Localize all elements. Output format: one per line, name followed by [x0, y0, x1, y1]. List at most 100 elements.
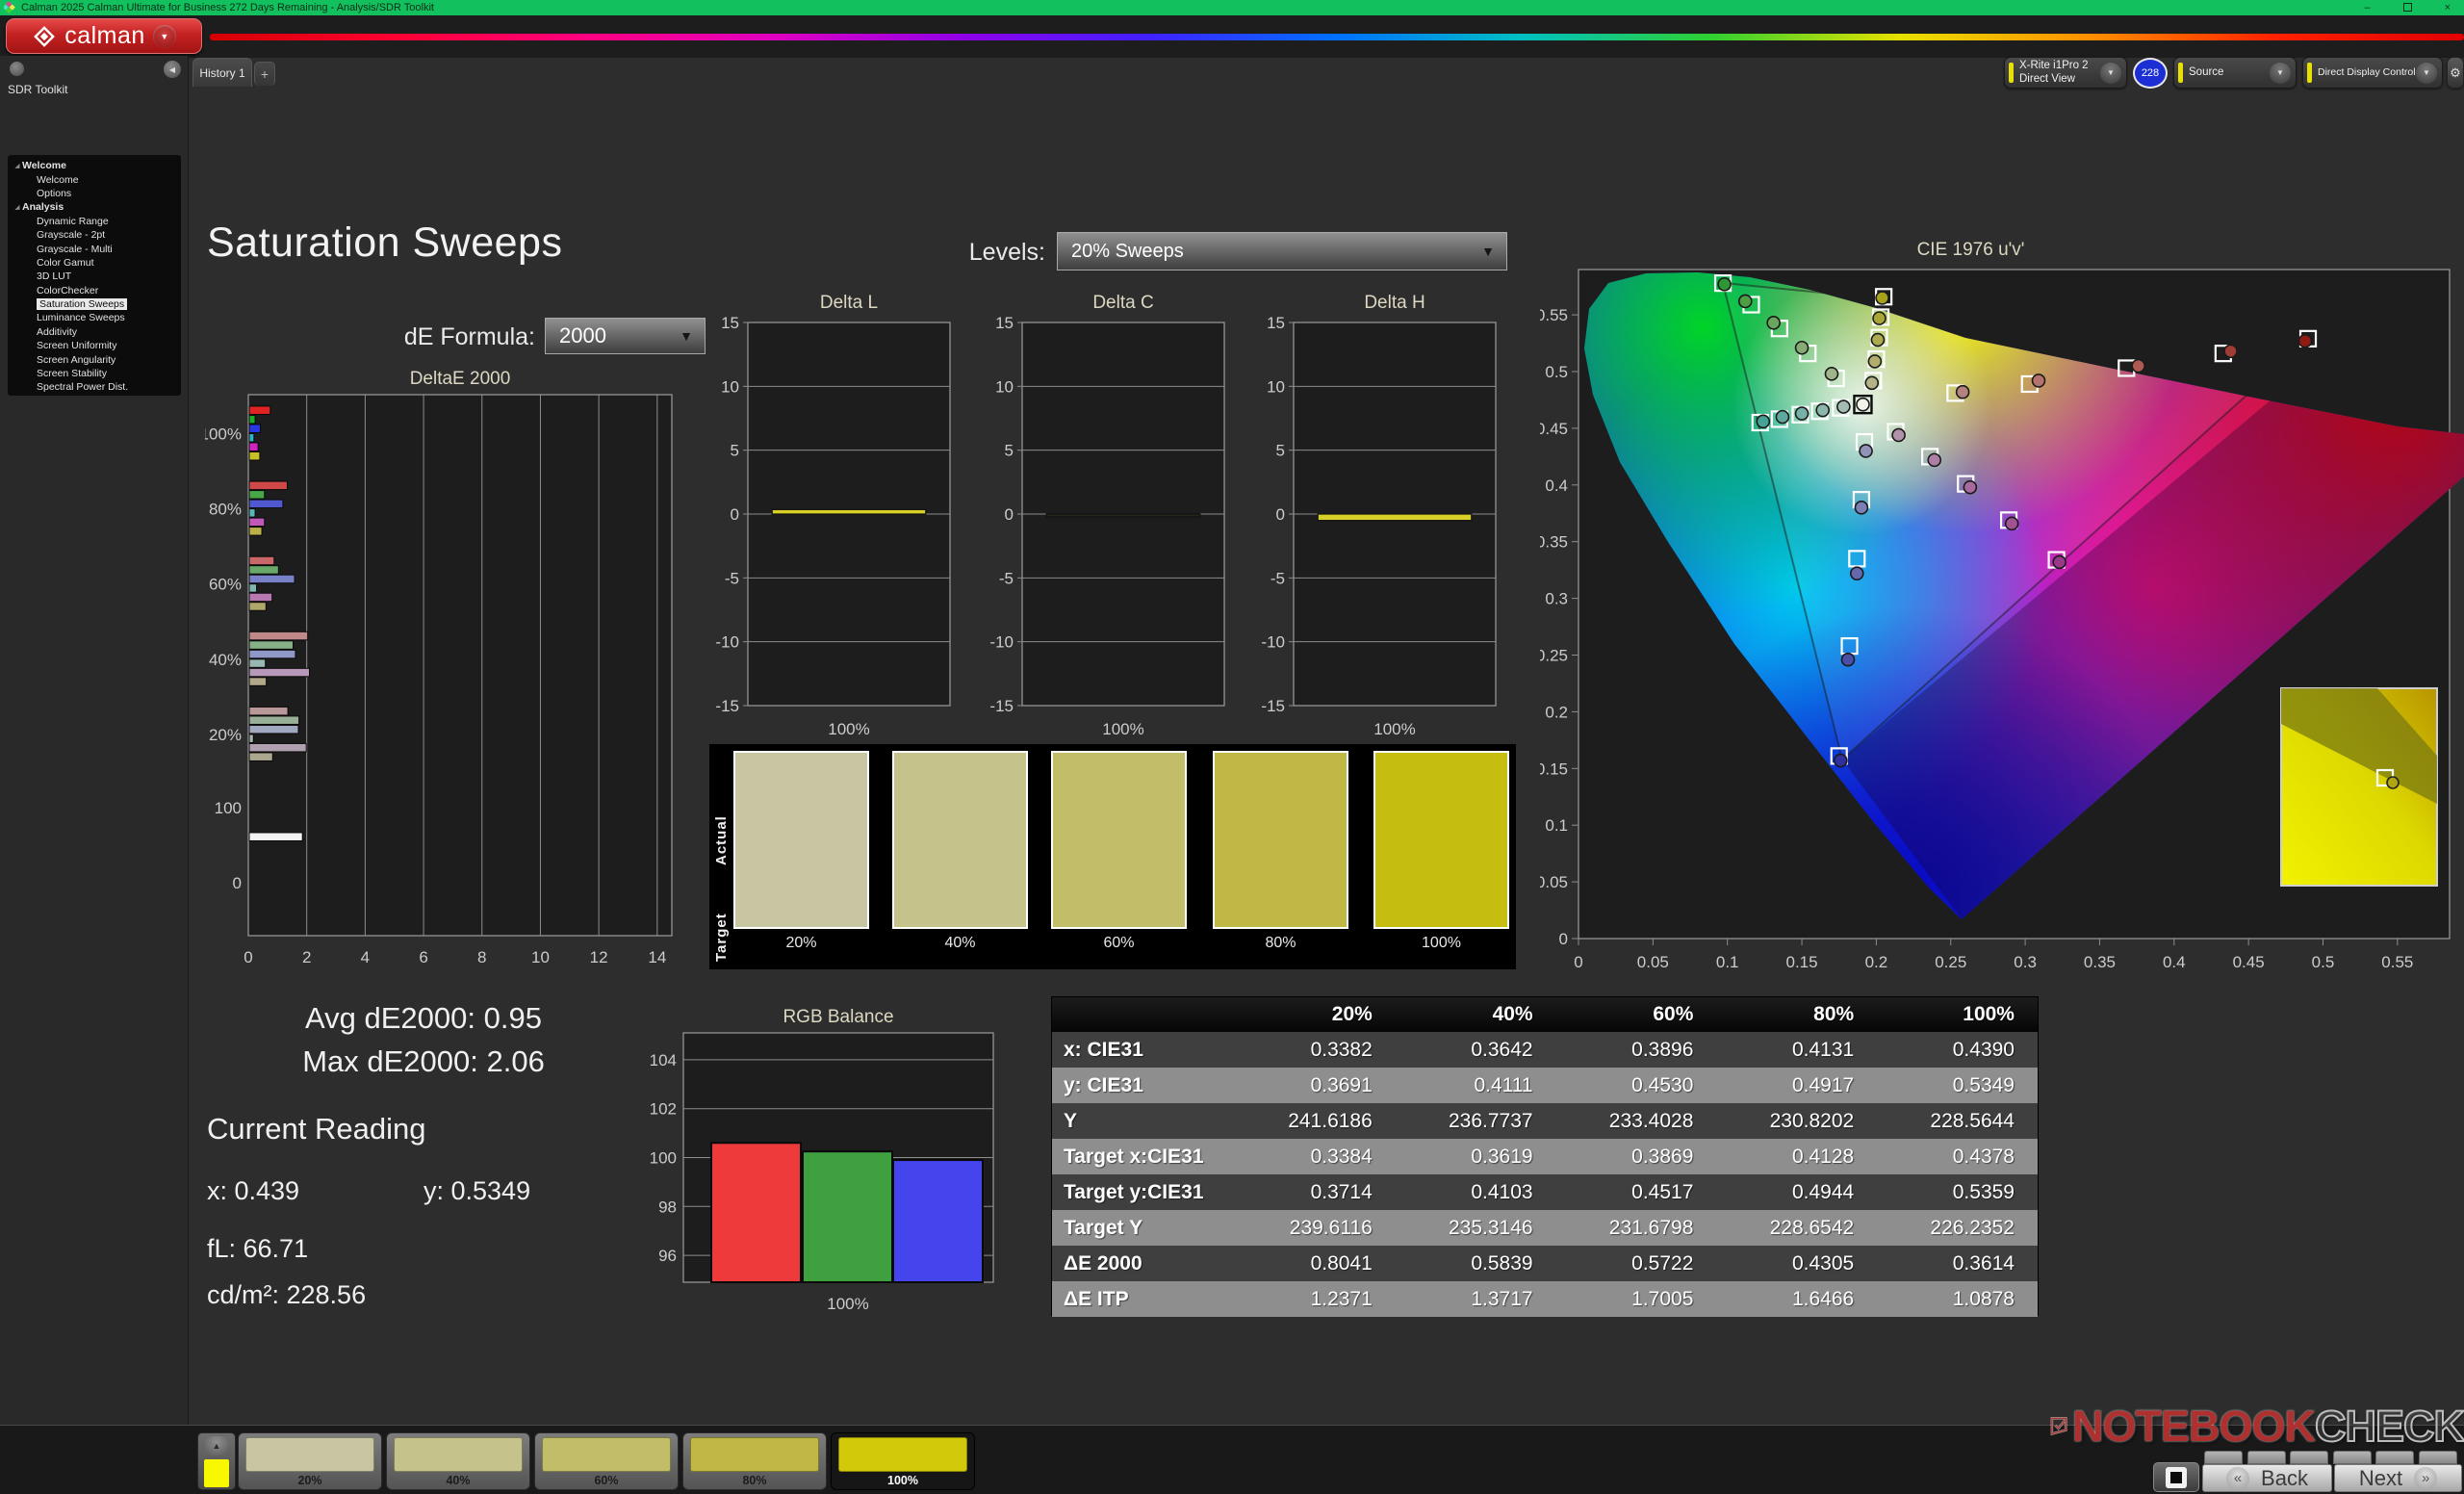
- gear-icon[interactable]: ⚙: [2447, 57, 2464, 89]
- table-row: Target y:CIE31 0.3714 0.4103 0.4517 0.4944 0.…: [1052, 1174, 2038, 1210]
- sidebar-item-colorchecker[interactable]: ColorChecker: [8, 284, 181, 297]
- row-label: ΔE 2000: [1064, 1251, 1142, 1275]
- transport-button[interactable]: [2246, 1451, 2286, 1464]
- de-formula-label: dE Formula:: [403, 323, 535, 350]
- chevron-down-icon: ▼: [680, 328, 693, 344]
- svg-text:0.5: 0.5: [1545, 363, 1568, 381]
- cie-1976-svg: CIE 1976 u'v' 0 0.05 0.1 0.15 0.2 0.25 0.3 0.35 0…: [1536, 240, 2464, 971]
- sidebar-collapse-icon[interactable]: ◀: [164, 61, 181, 78]
- svg-text:100%: 100%: [205, 425, 242, 443]
- display-control-dropdown[interactable]: Direct Display Control ▼: [2302, 57, 2443, 89]
- sidebar-item-additivity[interactable]: Additivity: [8, 325, 181, 339]
- sidebar-item-dynamic-range[interactable]: Dynamic Range: [8, 215, 181, 228]
- sidebar-item-analysis[interactable]: ◢ Analysis: [8, 200, 181, 214]
- sidebar-item-welcome[interactable]: Welcome: [8, 172, 181, 186]
- sidebar-item-label: Dynamic Range: [37, 215, 109, 227]
- svg-text:0.35: 0.35: [1540, 533, 1568, 552]
- source-accent: [2178, 62, 2183, 84]
- table-row: x: CIE31 0.3382 0.3642 0.3896 0.4131 0.4390: [1052, 1032, 2038, 1068]
- de-formula-dropdown[interactable]: 2000 ▼: [545, 318, 706, 354]
- svg-text:0: 0: [1574, 953, 1582, 971]
- table-value: 228.5644: [1930, 1109, 2015, 1132]
- add-tab-button[interactable]: +: [254, 62, 275, 86]
- measured-yellow: [1867, 354, 1883, 369]
- thumbnail-80%[interactable]: 80%: [682, 1432, 827, 1490]
- svg-text:0.4: 0.4: [1545, 477, 1568, 495]
- back-button[interactable]: « Back: [2202, 1464, 2332, 1492]
- scroll-up-icon[interactable]: ▲: [203, 1436, 230, 1455]
- sidebar: ◀ SDR Toolkit ◢ Welcome Welcome Options ◢ Ana…: [0, 56, 189, 1425]
- rgb-balance-chart: RGB Balance 104 102 100 98 96 100%: [635, 1006, 1040, 1328]
- sidebar-item-saturation-sweeps[interactable]: Saturation Sweeps: [8, 297, 181, 311]
- thumbnail-40%[interactable]: 40%: [386, 1432, 530, 1490]
- transport-button[interactable]: [2375, 1451, 2414, 1464]
- chevron-down-icon[interactable]: ▼: [2100, 62, 2121, 84]
- svg-text:0: 0: [233, 874, 242, 892]
- sidebar-item-screen-stability[interactable]: Screen Stability: [8, 367, 181, 380]
- thumbnail-scroll-tile[interactable]: ▲: [197, 1432, 236, 1490]
- delta-c-svg: Delta C 15 10 5 0 -5 -10 -15 100%: [989, 293, 1225, 738]
- transport-button[interactable]: [2332, 1451, 2372, 1464]
- thumbnail-20%[interactable]: 20%: [238, 1432, 382, 1490]
- transport-button[interactable]: [2418, 1451, 2457, 1464]
- chevron-down-icon[interactable]: ▼: [2416, 62, 2437, 84]
- back-arrow-icon: «: [2226, 1466, 2250, 1490]
- tab-history-label: History 1: [199, 65, 245, 80]
- table-value: 1.0878: [1952, 1287, 2015, 1310]
- sidebar-item-welcome[interactable]: ◢ Welcome: [8, 159, 181, 172]
- svg-text:-5: -5: [1270, 569, 1285, 587]
- levels-dropdown[interactable]: 20% Sweeps ▼: [1057, 232, 1507, 270]
- svg-text:96: 96: [658, 1247, 677, 1265]
- reading-x: x: 0.439: [207, 1176, 300, 1205]
- sidebar-item-screen-uniformity[interactable]: Screen Uniformity: [8, 339, 181, 352]
- chevron-down-icon[interactable]: ▼: [2270, 62, 2291, 84]
- table-value: 0.3619: [1471, 1145, 1533, 1168]
- svg-text:40%: 40%: [209, 651, 242, 669]
- svg-text:102: 102: [650, 1100, 677, 1119]
- transport-button[interactable]: [2204, 1451, 2243, 1464]
- sidebar-item-luminance-sweeps[interactable]: Luminance Sweeps: [8, 311, 181, 324]
- close-icon[interactable]: ×: [2444, 2, 2451, 13]
- sidebar-item-grayscale-2pt[interactable]: Grayscale - 2pt: [8, 228, 181, 242]
- sidebar-item-grayscale-multi[interactable]: Grayscale - Multi: [8, 242, 181, 255]
- tab-history-1[interactable]: History 1: [192, 58, 252, 87]
- measured-red: [2297, 333, 2313, 348]
- table-value: 235.3146: [1449, 1216, 1533, 1239]
- measured-yellow: [1872, 311, 1886, 325]
- meter-accent: [2009, 62, 2014, 84]
- sidebar-item-color-gamut[interactable]: Color Gamut: [8, 256, 181, 270]
- sidebar-pin-icon[interactable]: [10, 62, 24, 76]
- row-label: Target x:CIE31: [1064, 1145, 1204, 1168]
- logo-dropdown-arrow[interactable]: ▼: [152, 24, 176, 48]
- calman-app-icon: [4, 2, 15, 13]
- restore-icon[interactable]: [2402, 3, 2412, 12]
- meter-dropdown[interactable]: X-Rite i1Pro 2 Direct View ▼: [2004, 57, 2127, 89]
- table-value: 0.4131: [1791, 1038, 1855, 1061]
- tree-expand-icon[interactable]: ◢: [14, 163, 20, 169]
- next-button[interactable]: Next »: [2334, 1464, 2462, 1492]
- calman-menu-button[interactable]: calman ▼: [6, 18, 202, 54]
- sidebar-item-3d-lut[interactable]: 3D LUT: [8, 270, 181, 283]
- swatch-label-80%: 80%: [1265, 935, 1296, 951]
- sidebar-item-screen-angularity[interactable]: Screen Angularity: [8, 352, 181, 366]
- sidebar-item-spectral-power-dist-[interactable]: Spectral Power Dist.: [8, 380, 181, 394]
- table-value: 0.8041: [1310, 1251, 1373, 1275]
- thumbnail-60%[interactable]: 60%: [534, 1432, 679, 1490]
- stop-button[interactable]: [2153, 1462, 2199, 1492]
- table-value: 231.6798: [1608, 1216, 1694, 1239]
- sidebar-item-options[interactable]: Options: [8, 187, 181, 200]
- svg-text:15: 15: [1267, 314, 1285, 332]
- svg-text:5: 5: [1276, 442, 1285, 460]
- svg-text:0.55: 0.55: [1540, 306, 1568, 324]
- minimize-icon[interactable]: –: [2364, 2, 2371, 13]
- tree-expand-icon[interactable]: ◢: [14, 204, 20, 211]
- source-dropdown[interactable]: Source ▼: [2173, 57, 2297, 89]
- table-row: ΔE 2000 0.8041 0.5839 0.5722 0.4305 0.3614: [1052, 1246, 2038, 1281]
- sidebar-item-label: Options: [37, 187, 72, 199]
- thumbnail-100%[interactable]: 100%: [831, 1432, 975, 1490]
- sidebar-item-label: Screen Uniformity: [37, 340, 117, 352]
- transport-button[interactable]: [2290, 1451, 2328, 1464]
- measured-green: [1717, 276, 1732, 292]
- svg-text:0.05: 0.05: [1637, 953, 1669, 971]
- table-value: 0.3714: [1310, 1180, 1373, 1203]
